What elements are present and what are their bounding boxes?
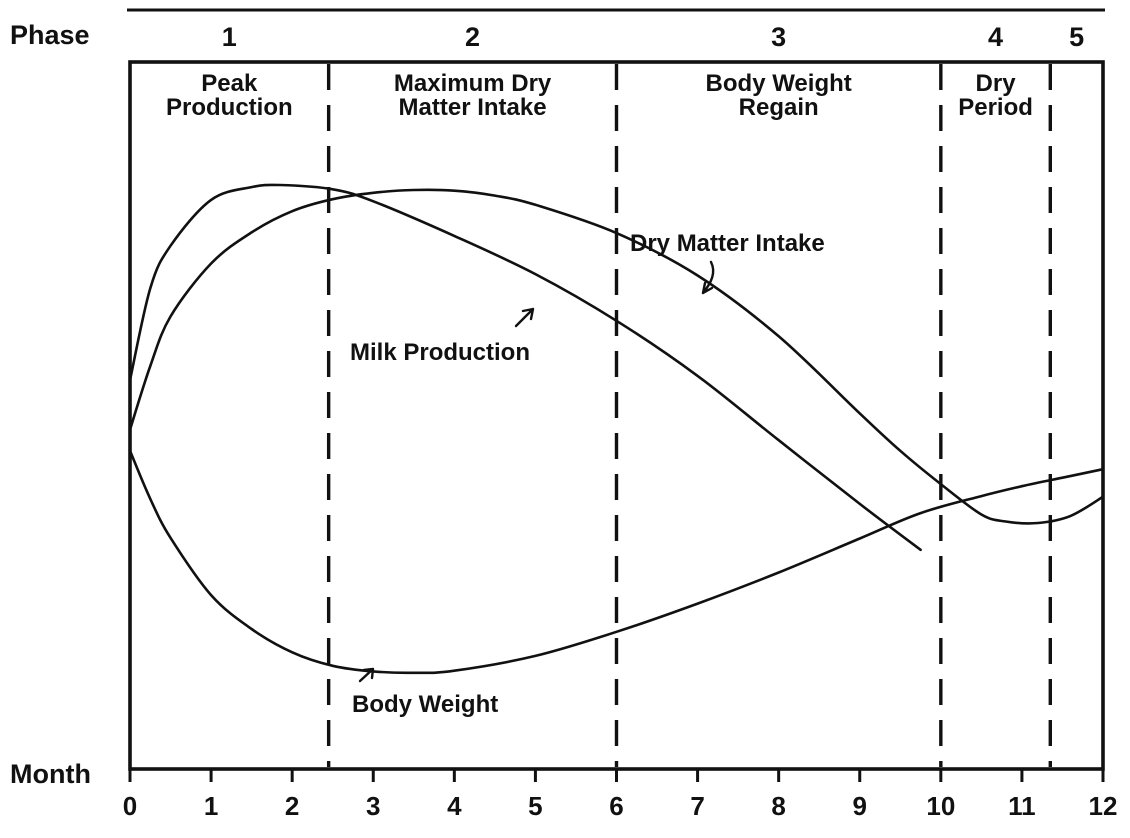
x-tick-label-11: 11	[1008, 791, 1036, 821]
phase-number-3: 3	[771, 22, 786, 52]
annotation-milk-production: Milk Production	[350, 339, 530, 366]
x-tick-label-2: 2	[285, 791, 299, 821]
phase-number-4: 4	[988, 22, 1003, 52]
x-tick-label-9: 9	[853, 791, 867, 821]
series-lines	[128, 183, 1105, 675]
phase-name-3-line2: Regain	[739, 94, 819, 121]
series-line-body-weight	[128, 449, 1105, 675]
x-tick-label-12: 12	[1089, 791, 1118, 821]
x-tick-label-1: 1	[204, 791, 218, 821]
annotation-arrow-milk-production	[514, 307, 535, 328]
x-tick-label-6: 6	[609, 791, 623, 821]
x-tick-label-3: 3	[366, 791, 380, 821]
series-line-dry-matter-intake	[128, 188, 1105, 525]
x-axis-label: Month	[10, 759, 91, 789]
x-tick-label-10: 10	[926, 791, 955, 821]
phase-name-4-line2: Period	[958, 94, 1033, 121]
phase-number-2: 2	[465, 22, 480, 52]
phase-name-2-line1: Maximum Dry	[394, 70, 552, 97]
annotation-body-weight: Body Weight	[352, 691, 498, 718]
phase-name-2-line2: Matter Intake	[399, 94, 547, 121]
x-tick-label-0: 0	[123, 791, 137, 821]
phase-name-1-line2: Production	[166, 94, 293, 121]
phase-boundaries	[326, 64, 1052, 767]
phase-number-5: 5	[1069, 22, 1084, 52]
phase-name-1-line1: Peak	[201, 70, 258, 97]
phase-header-label: Phase	[10, 20, 90, 50]
phase-number-1: 1	[222, 22, 237, 52]
phase-numbers: 1 2 3 4 5	[222, 22, 1084, 52]
x-tick-label-5: 5	[528, 791, 542, 821]
phase-name-4-line1: Dry	[976, 70, 1017, 97]
x-tick-label-4: 4	[447, 791, 462, 821]
x-tick-label-8: 8	[771, 791, 785, 821]
phase-name-3-line1: Body Weight	[706, 70, 852, 97]
x-ticks: 0 1 2 3 4 5 6 7 8 9 10 11 12	[123, 769, 1118, 821]
annotation-arrow-dry-matter-intake	[701, 260, 715, 295]
series-line-milk-production	[128, 183, 922, 552]
annotation-arrow-body-weight	[358, 667, 375, 683]
annotation-dry-matter-intake: Dry Matter Intake	[630, 230, 825, 257]
x-tick-label-7: 7	[690, 791, 704, 821]
